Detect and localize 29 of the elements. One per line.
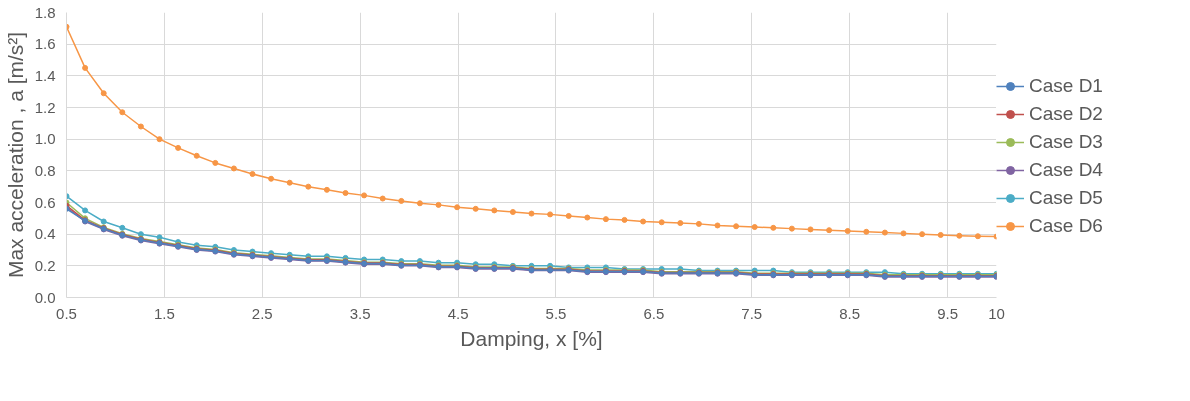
legend-label: Case D2: [1029, 103, 1103, 125]
legend-label: Case D3: [1029, 131, 1103, 153]
x-tick-label: 10: [988, 304, 1005, 322]
legend-label: Case D5: [1029, 187, 1103, 209]
y-tick-label: 1.2: [34, 98, 56, 116]
y-tick-label: 0.8: [34, 161, 56, 179]
legend-label: Case D4: [1029, 159, 1103, 181]
x-tick-label: 7.5: [741, 304, 763, 322]
x-tick-label: 9.5: [937, 304, 958, 322]
y-tick-label: 1.6: [34, 35, 56, 53]
y-tick-label: 0.2: [34, 256, 56, 274]
x-tick-label: 3.5: [349, 304, 371, 322]
y-axis-title: Max acceleration , a [m/s²]: [3, 31, 27, 279]
y-tick-label: 0.4: [34, 225, 56, 243]
legend-label: Case D1: [1029, 75, 1103, 97]
x-tick-label: 8.5: [839, 304, 861, 322]
y-tick-label: 0.6: [34, 193, 56, 211]
x-tick-label: 6.5: [643, 304, 665, 322]
y-tick-label: 1.8: [34, 3, 56, 21]
x-tick-label: 5.5: [545, 304, 567, 322]
legend-label: Case D6: [1029, 215, 1103, 237]
y-tick-label: 1.4: [34, 66, 56, 84]
x-tick-label: 4.5: [447, 304, 469, 322]
x-tick-label: 0.5: [56, 304, 77, 322]
x-tick-label: 1.5: [153, 304, 175, 322]
x-axis-title: Damping, x [%]: [460, 326, 603, 350]
x-tick-label: 2.5: [251, 304, 273, 322]
y-tick-label: 0.0: [34, 288, 56, 306]
y-tick-label: 1.0: [34, 130, 56, 148]
